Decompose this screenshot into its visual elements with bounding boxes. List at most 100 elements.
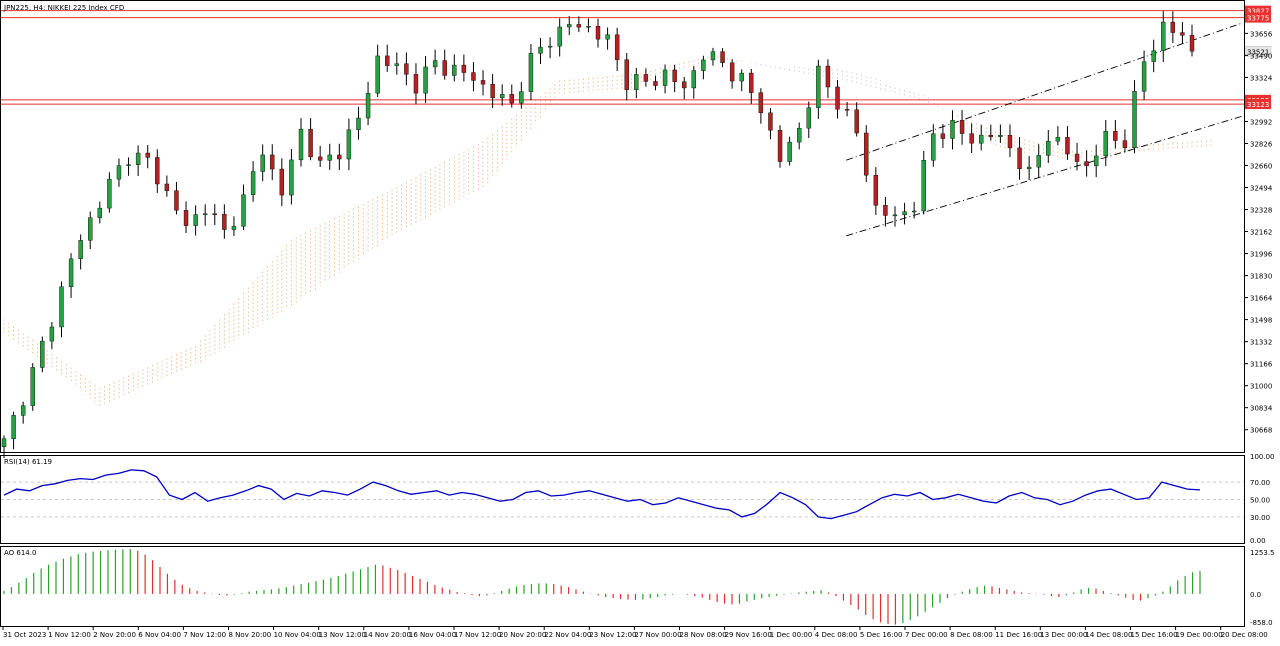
candle-body	[950, 119, 955, 139]
chart-title: JPN225, H4: NIKKEI 225 Index CFD	[3, 4, 124, 12]
candle-body	[375, 55, 380, 94]
time-tick-label: 6 Nov 04:00	[138, 631, 181, 639]
candle-body	[490, 83, 495, 99]
candle-body	[1170, 21, 1176, 33]
candle-body	[88, 217, 93, 241]
candle-body	[931, 133, 936, 161]
rsi-tick-label: 70.00	[1250, 479, 1270, 487]
candle-body	[911, 210, 917, 213]
candle-body	[634, 74, 639, 90]
candle-body	[749, 72, 754, 93]
candle-body	[68, 258, 74, 287]
candle-body	[873, 174, 879, 206]
rsi-tick-label: 30.00	[1250, 514, 1270, 522]
rsi-panel-frame	[0, 455, 1245, 544]
candle-body	[461, 64, 467, 73]
time-tick-label: 17 Nov 12:00	[454, 631, 501, 639]
rsi-panel: 100.00 70.00 50.00 30.00 0.00	[1, 453, 1275, 545]
candle-body	[452, 64, 457, 76]
candlestick-series	[1, 11, 1195, 458]
candle-body	[49, 326, 55, 342]
candle-body	[547, 45, 553, 48]
candle-body	[1180, 32, 1185, 36]
candle-body	[902, 211, 907, 216]
candle-body	[729, 62, 735, 82]
candle-body	[653, 81, 658, 86]
time-tick-label: 5 Dec 16:00	[860, 631, 903, 639]
time-tick-label: 15 Dec 16:00	[1131, 631, 1178, 639]
candle-body	[279, 168, 285, 196]
time-tick-label: 1 Dec 00:00	[770, 631, 813, 639]
candle-body	[586, 26, 591, 28]
candle-body	[921, 160, 926, 212]
time-tick-label: 1 Nov 12:00	[48, 631, 91, 639]
price-tick-label: 33324	[1250, 74, 1273, 82]
candle-body	[442, 60, 447, 76]
candle-body	[202, 213, 208, 215]
candle-body	[241, 194, 246, 227]
time-tick-label: 23 Nov 12:00	[589, 631, 636, 639]
ao-panel-frame	[0, 546, 1245, 627]
horizontal-levels: 3382733775331553312333521	[1, 5, 1272, 110]
candle-body	[78, 240, 83, 260]
candle-body	[1122, 140, 1128, 148]
candle-body	[1074, 153, 1080, 162]
candle-body	[337, 154, 342, 160]
candle-body	[969, 133, 974, 144]
ao-tick-label: 0.0	[1250, 591, 1261, 599]
candle-body	[1084, 161, 1089, 167]
time-axis: 31 Oct 2023 1 Nov 12:00 2 Nov 20:00 6 Nov 0…	[2, 626, 1268, 639]
ao-panel: 1253.5 0.0 -858.0	[3, 549, 1275, 627]
candle-body	[212, 213, 217, 215]
rsi-tick-label: 0.00	[1250, 537, 1266, 545]
candle-body	[1036, 155, 1041, 168]
time-tick-label: 8 Dec 08:00	[950, 631, 993, 639]
price-tick-label: 31664	[1250, 295, 1273, 303]
price-tick-label: 31000	[1250, 383, 1272, 391]
candle-body	[844, 109, 850, 111]
time-tick-label: 14 Nov 20:00	[364, 631, 411, 639]
candle-body	[1026, 166, 1032, 170]
candle-body	[471, 72, 476, 81]
price-tick-label: 33490	[1250, 52, 1272, 60]
candle-body	[672, 69, 677, 82]
candle-body	[1161, 21, 1166, 51]
candle-body	[595, 26, 601, 40]
price-tick-label: 33656	[1250, 30, 1273, 38]
time-tick-label: 29 Nov 16:00	[725, 631, 772, 639]
price-tick-label: 31996	[1250, 251, 1273, 259]
price-tick-label: 30834	[1250, 405, 1273, 413]
candle-body	[835, 86, 840, 110]
candle-body	[11, 415, 16, 439]
current-price-label: 33521	[1247, 48, 1269, 56]
level-price-badge	[1245, 5, 1271, 16]
candle-body	[710, 51, 716, 61]
candle-body	[758, 92, 764, 114]
candle-body	[404, 63, 409, 75]
rsi-tick-label: 50.00	[1250, 497, 1270, 505]
price-tick-label: 32660	[1250, 162, 1272, 170]
price-tick-label: 31166	[1250, 361, 1273, 369]
candle-body	[1055, 137, 1061, 142]
candle-body	[499, 94, 505, 99]
time-tick-label: 31 Oct 2023	[3, 631, 46, 639]
candle-body	[998, 134, 1003, 137]
time-tick-label: 13 Nov 12:00	[319, 631, 366, 639]
level-price-label: 33123	[1247, 101, 1269, 109]
candle-body	[1141, 61, 1147, 92]
time-tick-label: 22 Nov 04:00	[544, 631, 591, 639]
candle-body	[701, 59, 706, 71]
level-price-badge	[1245, 99, 1271, 110]
candle-body	[20, 405, 26, 416]
candle-body	[528, 53, 534, 92]
candle-body	[691, 70, 697, 89]
candle-body	[289, 159, 294, 196]
candle-body	[624, 59, 629, 90]
price-tick-label: 30668	[1250, 427, 1272, 435]
price-tick-label: 32328	[1250, 207, 1272, 215]
candle-body	[519, 91, 524, 104]
candle-body	[883, 205, 888, 216]
time-tick-label: 14 Dec 08:00	[1085, 631, 1132, 639]
